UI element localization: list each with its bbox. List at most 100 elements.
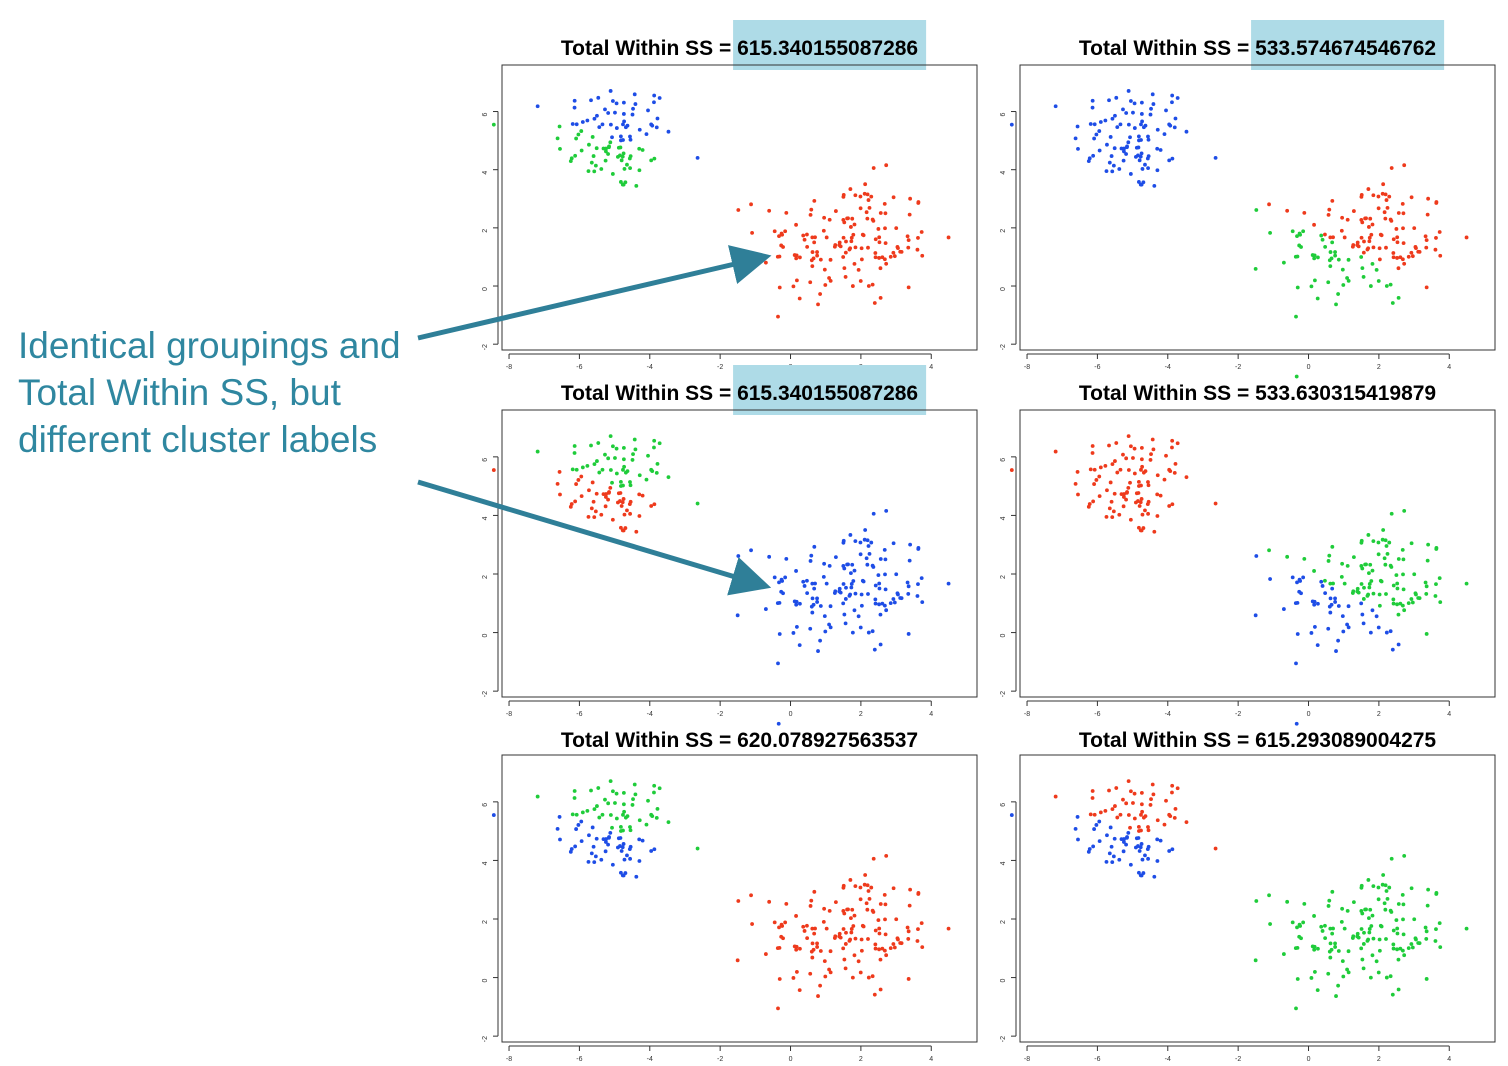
data-point — [1090, 105, 1095, 110]
data-point — [812, 586, 817, 591]
data-point — [1424, 929, 1429, 934]
data-point — [1356, 590, 1361, 595]
data-point — [621, 151, 626, 156]
data-point — [1391, 942, 1396, 947]
data-point — [1175, 786, 1180, 791]
data-point — [599, 167, 604, 171]
data-point — [1170, 502, 1175, 507]
data-point — [1333, 250, 1337, 254]
data-point — [597, 125, 602, 130]
data-point — [1379, 233, 1384, 238]
data-point — [491, 468, 496, 472]
data-point — [763, 607, 768, 611]
data-point — [574, 812, 579, 817]
data-point — [828, 604, 833, 609]
data-point — [1090, 789, 1095, 793]
data-point — [1115, 470, 1120, 475]
data-point — [1297, 934, 1302, 939]
data-point — [891, 886, 896, 891]
data-point — [637, 514, 642, 518]
data-point — [1141, 871, 1146, 875]
data-point — [1412, 572, 1417, 577]
data-point — [1149, 106, 1153, 111]
data-point — [1132, 101, 1137, 106]
data-point — [1319, 579, 1324, 584]
data-point — [594, 491, 599, 496]
data-point — [1155, 492, 1160, 497]
x-tick-label: 0 — [1307, 711, 1311, 718]
data-point — [1382, 901, 1387, 906]
data-point — [736, 554, 741, 558]
data-point — [1366, 878, 1371, 882]
data-point — [919, 921, 924, 926]
data-point — [580, 465, 585, 470]
data-point — [848, 187, 853, 191]
data-point — [810, 250, 815, 254]
data-point — [1253, 267, 1258, 271]
data-point — [812, 931, 817, 936]
data-point — [627, 847, 632, 852]
data-point — [859, 948, 864, 953]
data-point — [591, 154, 596, 158]
data-point — [883, 211, 888, 216]
data-point — [1138, 873, 1143, 878]
data-point — [604, 492, 608, 496]
data-point — [1329, 602, 1334, 607]
data-point — [1164, 453, 1168, 458]
data-point — [1126, 140, 1131, 145]
data-point — [815, 253, 820, 258]
data-point — [1148, 112, 1153, 117]
data-point — [1138, 845, 1143, 850]
data-point — [1416, 941, 1421, 945]
data-point — [1345, 622, 1349, 627]
data-point — [841, 946, 846, 951]
data-point — [1340, 959, 1345, 964]
data-point — [848, 878, 853, 882]
data-point — [735, 613, 740, 618]
data-point — [1097, 129, 1102, 133]
data-point — [1158, 148, 1163, 152]
x-tick-label: -4 — [1165, 711, 1171, 718]
data-point — [608, 813, 613, 817]
data-point — [777, 977, 782, 981]
data-point — [1281, 952, 1286, 956]
data-point — [572, 105, 577, 110]
data-point — [592, 807, 597, 812]
data-point — [628, 480, 632, 484]
data-point — [794, 914, 798, 918]
data-point — [634, 874, 639, 879]
data-point — [858, 206, 863, 211]
data-point — [1139, 457, 1144, 462]
data-point — [1133, 845, 1138, 850]
data-point — [1268, 922, 1272, 926]
data-point — [1366, 533, 1371, 537]
data-point — [777, 234, 781, 239]
data-point — [1105, 488, 1109, 493]
data-point — [1104, 169, 1109, 174]
data-point — [895, 591, 900, 596]
data-point — [1118, 122, 1123, 127]
data-point — [876, 918, 881, 923]
data-point — [620, 528, 625, 533]
data-point — [637, 473, 642, 478]
data-point — [1329, 947, 1334, 952]
data-point — [877, 926, 882, 931]
data-point — [1128, 862, 1133, 867]
plot-title-prefix: Total Within SS = — [1079, 729, 1255, 752]
data-point — [772, 575, 777, 580]
data-point — [1387, 885, 1392, 890]
data-point — [1328, 926, 1333, 931]
y-tick-label: 0 — [482, 979, 489, 983]
data-point — [625, 123, 630, 128]
data-point — [1384, 937, 1388, 941]
data-point — [809, 207, 814, 212]
data-point — [815, 596, 819, 601]
y-tick-label: -2 — [482, 691, 489, 697]
data-point — [1285, 208, 1290, 213]
data-point — [906, 238, 911, 243]
data-point — [1107, 98, 1111, 103]
data-point — [1121, 107, 1125, 112]
data-point — [827, 908, 832, 913]
data-point — [1285, 899, 1290, 904]
